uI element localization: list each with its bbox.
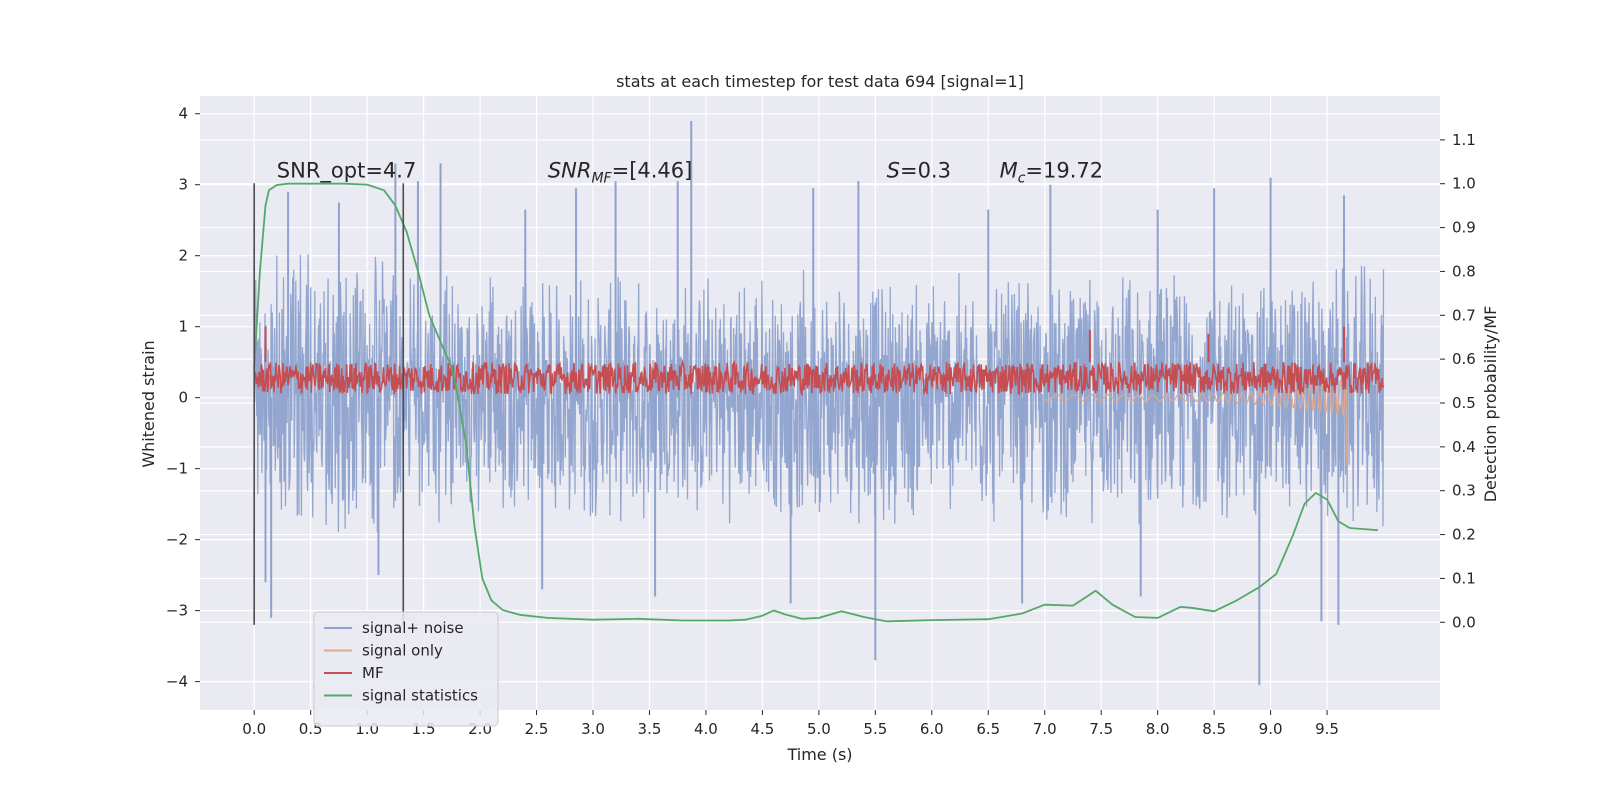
series-signal-noise (253, 120, 1385, 686)
y2-tick-label-7: 0.4 (1452, 438, 1476, 456)
y2-tick-label-6: 0.5 (1452, 394, 1476, 412)
y-tick-label-7: −3 (166, 602, 188, 620)
x-tick-label-19: 9.5 (1315, 720, 1339, 738)
x-tick-label-10: 5.0 (807, 720, 831, 738)
y2-tick-label-5: 0.6 (1452, 350, 1476, 368)
grid (200, 96, 1440, 710)
y2-tick-label-2: 0.9 (1452, 219, 1476, 237)
x-tick-label-11: 5.5 (863, 720, 887, 738)
x-tick-label-16: 8.0 (1146, 720, 1170, 738)
annotation-3-tail: =19.72 (1025, 159, 1103, 183)
x-tick-label-12: 6.0 (920, 720, 944, 738)
legend-label-3: signal statistics (362, 687, 478, 705)
y2-tick-label-1: 1.0 (1452, 175, 1476, 193)
y-tick-label-6: −2 (166, 531, 188, 549)
y-tick-label-1: 3 (178, 176, 188, 194)
y-tick-label-8: −4 (166, 673, 188, 691)
y2-tick-label-4: 0.7 (1452, 306, 1476, 324)
x-tick-label-14: 7.0 (1033, 720, 1057, 738)
x-axis-label: Time (s) (786, 745, 852, 764)
series-signal-statistics-line (253, 182, 1378, 623)
x-tick-label-9: 4.5 (750, 720, 774, 738)
x-tick-label-7: 3.5 (638, 720, 662, 738)
x-tick-label-17: 8.5 (1202, 720, 1226, 738)
annotations: SNR_opt=4.7 SNRMF=[4.46] S=0.3 Mc=19.72 (277, 159, 1103, 187)
annotation-1-sub: MF (591, 171, 612, 187)
legend-label-1: signal only (362, 642, 443, 660)
series-signal-only (1044, 376, 1347, 466)
series-mf (253, 326, 1385, 397)
legend: signal+ noise signal only MF signal statist… (313, 611, 499, 727)
x-tick-label-0: 0.0 (242, 720, 266, 738)
annotation-1-base: SNR (548, 159, 592, 183)
vertical-markers (253, 183, 405, 625)
annotation-3-base: M (1000, 159, 1018, 183)
y2-tick-label-10: 0.1 (1452, 569, 1476, 587)
y-axis-label: Whitened strain (139, 340, 158, 467)
y2-axis-label: Detection probability/MF (1481, 306, 1500, 503)
y2-tick-label-3: 0.8 (1452, 262, 1476, 280)
x-tick-label-13: 6.5 (976, 720, 1000, 738)
y-tick-label-4: 0 (178, 389, 188, 407)
annotation-2-base: S (887, 159, 900, 183)
annotation-0: SNR_opt=4.7 (277, 159, 417, 184)
y2-tick-label-9: 0.2 (1452, 526, 1476, 544)
legend-label-0: signal+ noise (362, 619, 464, 637)
series-layer (253, 120, 1385, 686)
x-tick-label-18: 9.0 (1259, 720, 1283, 738)
y-tick-label-2: 2 (178, 247, 188, 265)
ticks: 0.0 0.5 1.0 1.5 2.0 2.5 3.0 3.5 4.0 4.5 5.0 5.5 6.0 6… (166, 105, 1476, 738)
y2-tick-label-11: 0.0 (1452, 613, 1476, 631)
annotation-3-sub: c (1018, 171, 1026, 187)
y-tick-label-3: 1 (178, 318, 188, 336)
y2-tick-label-8: 0.3 (1452, 482, 1476, 500)
x-tick-label-6: 3.0 (581, 720, 605, 738)
legend-box (313, 611, 499, 727)
series-signal-statistics (253, 182, 1378, 623)
annotation-2-tail: =0.3 (900, 159, 951, 183)
y2-tick-label-0: 1.1 (1452, 131, 1476, 149)
series-signal-only-line (1044, 376, 1347, 466)
x-tick-label-15: 7.5 (1089, 720, 1113, 738)
legend-label-2: MF (362, 664, 384, 682)
series-mf-line (253, 359, 1385, 397)
annotation-3: Mc=19.72 (1000, 159, 1104, 187)
y-tick-label-0: 4 (178, 105, 188, 123)
x-tick-label-5: 2.5 (525, 720, 549, 738)
annotation-1: SNRMF=[4.46] (548, 159, 693, 187)
x-tick-label-8: 4.0 (694, 720, 718, 738)
chart-title: stats at each timestep for test data 694… (616, 72, 1024, 91)
series-signal-noise-line (253, 254, 1385, 533)
y-tick-label-5: −1 (166, 460, 188, 478)
annotation-2: S=0.3 (887, 159, 951, 183)
annotation-1-tail: =[4.46] (612, 159, 693, 183)
